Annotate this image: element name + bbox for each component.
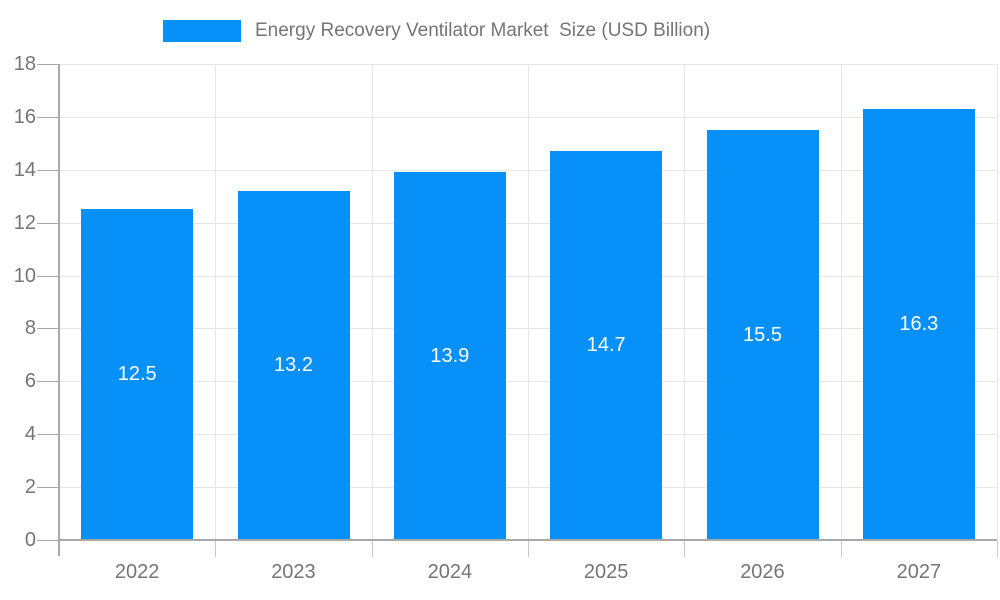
x-axis-tick bbox=[997, 540, 998, 557]
v-gridline bbox=[840, 64, 842, 540]
y-tick-label: 16 bbox=[13, 105, 36, 128]
legend-label[interactable]: Energy Recovery Ventilator Market Size (… bbox=[255, 20, 711, 41]
x-tick-label: 2027 bbox=[896, 561, 942, 583]
bar-2024[interactable]: 13.9 bbox=[393, 172, 506, 540]
y-axis-tick bbox=[37, 381, 59, 383]
y-axis-tick bbox=[37, 64, 59, 65]
x-axis-tick bbox=[528, 540, 529, 557]
y-tick-label: 8 bbox=[24, 317, 36, 340]
bar-2023[interactable]: 13.2 bbox=[237, 190, 350, 540]
bar-value-label: 16.3 bbox=[899, 313, 939, 335]
x-tick-label: 2022 bbox=[114, 561, 160, 583]
y-axis-tick bbox=[37, 328, 59, 330]
x-axis-tick bbox=[215, 540, 217, 557]
y-axis-tick bbox=[37, 116, 59, 118]
y-tick-label: 18 bbox=[13, 53, 36, 75]
bar-value-label: 15.5 bbox=[743, 323, 782, 346]
x-axis-tick bbox=[371, 540, 373, 557]
x-tick-label: 2024 bbox=[427, 561, 473, 583]
v-gridline bbox=[997, 64, 998, 540]
bar-2022[interactable]: 12.5 bbox=[81, 209, 194, 540]
y-axis-tick bbox=[37, 540, 59, 541]
y-axis-tick bbox=[37, 487, 59, 489]
y-axis-tick bbox=[37, 434, 59, 436]
y-axis-line bbox=[57, 64, 60, 556]
y-tick-label: 14 bbox=[13, 158, 36, 181]
x-tick-label: 2023 bbox=[271, 561, 316, 583]
v-gridline bbox=[371, 64, 373, 540]
bar-value-label: 13.9 bbox=[430, 344, 470, 367]
y-tick-label: 12 bbox=[13, 211, 36, 234]
y-tick-label: 2 bbox=[24, 476, 36, 499]
bar-value-label: 14.7 bbox=[586, 334, 626, 357]
y-tick-label: 4 bbox=[24, 423, 36, 446]
x-axis-tick bbox=[684, 540, 686, 557]
v-gridline bbox=[684, 64, 686, 540]
x-axis-tick bbox=[840, 540, 842, 557]
x-tick-label: 2025 bbox=[583, 561, 629, 583]
v-gridline bbox=[215, 64, 217, 540]
bar-value-label: 12.5 bbox=[117, 363, 157, 386]
v-gridline bbox=[528, 64, 529, 540]
y-axis-tick bbox=[37, 222, 59, 224]
y-axis-tick bbox=[37, 275, 59, 277]
bar-value-label: 13.2 bbox=[274, 353, 313, 376]
x-axis-line bbox=[59, 539, 997, 541]
y-tick-label: 0 bbox=[24, 529, 36, 551]
bar-2026[interactable]: 15.5 bbox=[706, 130, 819, 540]
bar-2027[interactable]: 16.3 bbox=[862, 109, 975, 540]
y-axis-tick bbox=[37, 169, 59, 171]
y-tick-label: 6 bbox=[24, 370, 36, 393]
y-tick-label: 10 bbox=[13, 264, 36, 287]
x-tick-label: 2026 bbox=[740, 561, 785, 583]
bar-2025[interactable]: 14.7 bbox=[550, 151, 663, 540]
legend-swatch[interactable] bbox=[163, 20, 241, 42]
